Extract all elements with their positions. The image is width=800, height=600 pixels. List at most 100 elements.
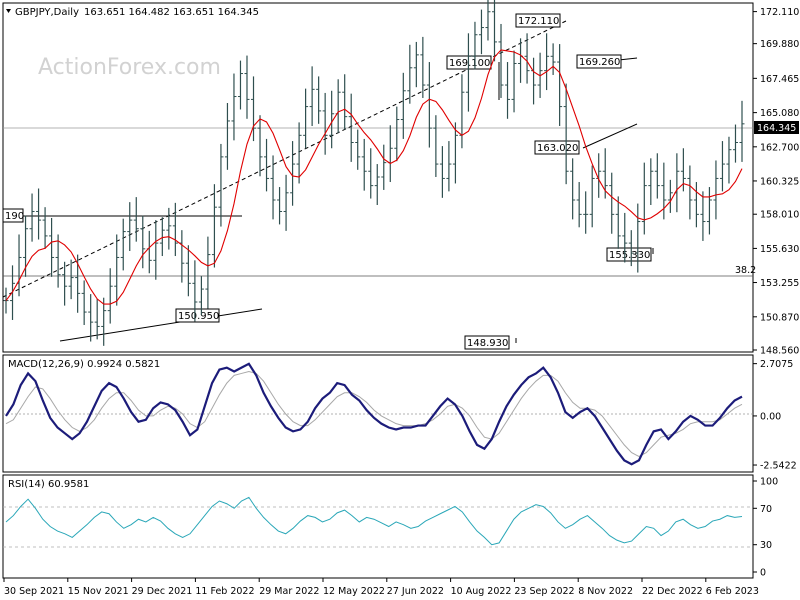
callout-169260-text: 169.260 [579,57,620,68]
ohlc-bar [557,44,563,126]
ohlc-bar [55,234,61,288]
price-bars [3,0,745,346]
callout-163020: 163.020 [534,140,580,155]
rsi-tick-label: 0 [760,568,766,579]
ohlc-bar [420,36,426,98]
macd-tick-label: 0.00 [760,411,781,422]
fib-38-label: 38.2 [735,265,756,276]
date-tick-label: 8 Nov 2022 [578,586,633,597]
price-tick-label: 160.325 [760,176,799,187]
callout-190-text: 190 [5,211,24,222]
ohlc-bar [583,191,589,234]
ohlc-bar [433,115,439,177]
ohlc-bar [394,106,400,162]
callout-155330: 155.330 [606,247,652,262]
ohlc-bar [133,197,139,242]
price-axis: 172.110 169.880 167.465 165.080 162.700 160.3… [753,7,799,357]
ohlc-bar [407,44,413,104]
ohlc-bar [491,0,497,62]
price-tick-label: 153.255 [760,278,799,289]
ohlc-bar [732,124,738,163]
ohlc-bar [478,9,484,55]
ohlc-bar [42,207,48,249]
ohlc-bar [120,218,126,271]
ohlc-bar [693,182,699,228]
date-tick-label: 6 Feb 2023 [706,586,759,597]
callout-150950: 150.950 [175,308,220,323]
ohlc-bar [68,259,74,300]
ohlc-bar [94,299,100,340]
ohlc-bar [309,66,315,126]
ohlc-bar [400,72,406,139]
ohlc-bar [687,165,693,220]
ohlc-bar [81,280,87,325]
ohlc-bar [270,155,276,220]
ohlc-bar [211,184,217,268]
ohlc-bar [654,153,660,199]
price-tick-label: 155.630 [760,244,799,255]
ohlc-bar [140,215,146,269]
price-tag: 164.345 [754,121,799,134]
ohlc-bar [166,207,172,250]
callout-169100-text: 169.100 [449,58,490,69]
ohlc-bar [361,138,367,191]
ohlc-bar [329,90,335,149]
ohlc-bar [101,297,107,346]
ohlc-bar [36,188,42,240]
macd-main-line [5,362,743,466]
ohlc-bar [446,141,452,192]
ohlc-bar [88,294,94,342]
ohlc-bar [290,141,296,206]
rsi-title: RSI(14) 60.9581 [8,479,89,490]
ohlc-bar [231,73,237,141]
ohlc-bar [615,196,621,249]
macd-signal-line [5,371,743,458]
ohlc-bar [706,187,712,235]
ohlc-bar [348,93,354,162]
ohlc-bar [185,245,191,297]
date-tick-label: 12 May 2022 [323,586,385,597]
ohlc-bar [374,164,380,206]
ohlc-bar [355,129,361,170]
ohlc-bar [622,212,628,263]
macd-lines [5,362,743,466]
rsi-axis: 100 70 30 0 [753,477,778,579]
ohlc-bar [49,217,55,277]
date-tick-label: 29 Mar 2022 [259,586,319,597]
ohlc-bar [563,83,569,185]
ohlc-bar [635,203,641,273]
rsi-tick-label: 30 [760,540,772,551]
ohlc-bar [172,202,178,257]
support-line [59,308,263,342]
ohlc-bar [224,102,230,170]
ohlc-bar [29,193,35,242]
ohlc-bar [498,23,504,98]
macd-axis: 2.7075 0.00 -2.5422 [753,359,797,472]
price-tick-label: 158.010 [760,210,799,221]
ohlc-bar [413,41,419,88]
ohlc-bar [667,179,673,213]
ohlc-bar [726,136,732,184]
callout-163020-text: 163.020 [537,143,578,154]
callout-169260: 169.260 [576,54,622,69]
ohlc-bar [114,234,120,306]
ohlc-bar [589,165,595,228]
ohlc-bar [198,276,204,315]
macd-tick-label: 2.7075 [760,359,793,370]
macd-title: MACD(12,26,9) 0.9924 0.5821 [8,359,160,370]
price-panel-frame [2,2,754,353]
ohlc-bar [218,143,224,227]
rsi-line [5,496,743,546]
callout-172110-text: 172.110 [518,16,559,27]
price-tick-label: 169.880 [760,39,799,50]
ohlc-bar [264,138,270,192]
callout-172110: 172.110 [515,13,561,28]
date-tick-label: 15 Nov 2021 [68,586,129,597]
channel-lower-line [582,123,638,149]
ohlc-bar [283,174,289,231]
date-tick-label: 30 Sep 2021 [4,586,64,597]
ohlc-bar [713,160,719,220]
ohlc-bar [628,230,634,267]
ohlc-bar [426,62,432,148]
